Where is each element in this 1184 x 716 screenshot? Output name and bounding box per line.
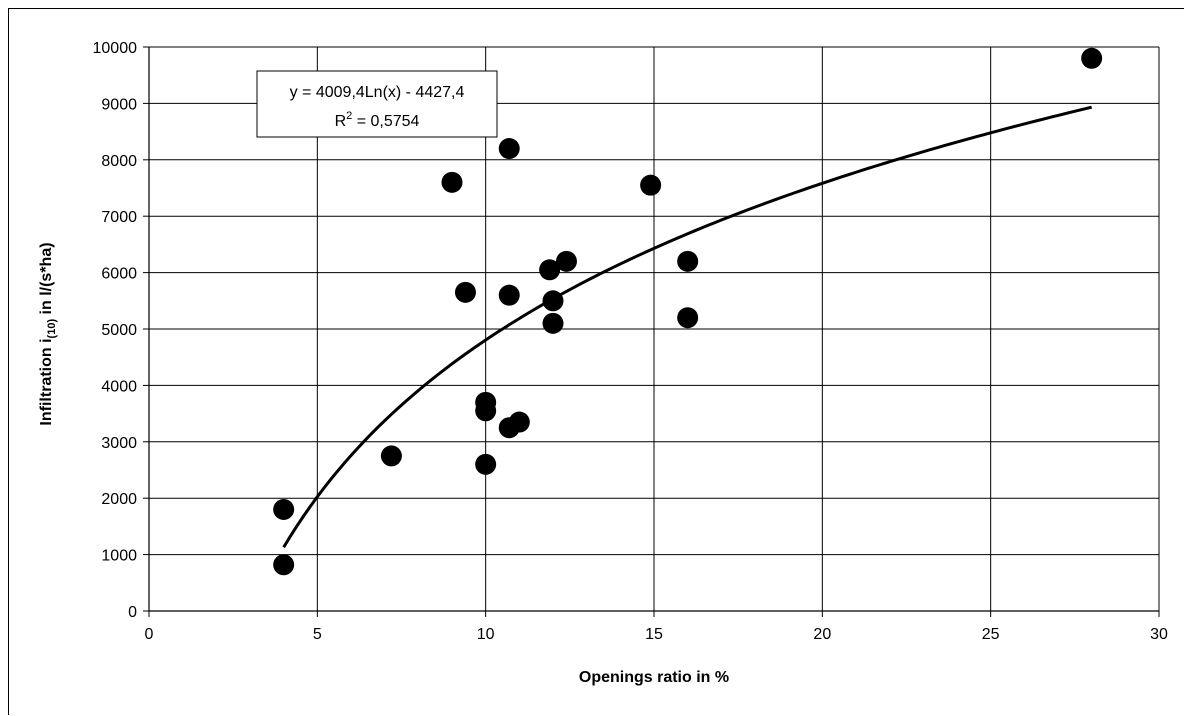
- data-point: [454, 281, 476, 303]
- data-point: [677, 250, 699, 272]
- y-axis-title-suffix: in l/(s*ha): [38, 242, 55, 318]
- data-point: [542, 312, 564, 334]
- data-point: [542, 290, 564, 312]
- r-squared-symbol: R: [335, 113, 347, 130]
- y-tick-label: 9000: [101, 96, 137, 113]
- x-tick-label: 25: [982, 626, 1000, 643]
- data-point: [539, 259, 561, 281]
- data-point: [380, 445, 402, 467]
- equation-box-border: [256, 70, 498, 138]
- y-tick-label: 8000: [101, 153, 137, 170]
- y-tick-label: 7000: [101, 209, 137, 226]
- scatter-chart: 0100020003000400050006000700080009000100…: [38, 40, 1169, 686]
- data-points: [273, 47, 1103, 576]
- x-axis-title: Openings ratio in %: [579, 669, 729, 686]
- data-point: [475, 400, 497, 422]
- x-tick-label: 15: [645, 626, 663, 643]
- data-point: [273, 554, 295, 576]
- trendline-equation: y = 4009,4Ln(x) - 4427,4: [290, 84, 465, 101]
- data-point: [555, 250, 577, 272]
- data-point: [1081, 47, 1103, 69]
- y-axis-title-prefix: Infiltration i: [38, 338, 55, 425]
- y-axis-title-subscript: (10): [46, 319, 58, 339]
- data-point: [677, 307, 699, 329]
- trendline-group: [282, 105, 1093, 549]
- x-tick-label: 0: [145, 626, 154, 643]
- y-tick-label: 0: [128, 604, 137, 621]
- y-tick-label: 5000: [101, 322, 137, 339]
- x-tick-label: 20: [813, 626, 831, 643]
- data-point: [273, 498, 295, 520]
- trendline: [282, 105, 1093, 549]
- r-squared-exponent: 2: [346, 110, 352, 122]
- y-tick-label: 2000: [101, 491, 137, 508]
- y-tick-label: 3000: [101, 435, 137, 452]
- y-tick-label: 6000: [101, 266, 137, 283]
- data-point: [640, 174, 662, 196]
- data-point: [508, 411, 530, 433]
- y-tick-label: 4000: [101, 378, 137, 395]
- data-point: [475, 453, 497, 475]
- x-tick-label: 10: [477, 626, 495, 643]
- y-axis-title: Infiltration i(10) in l/(s*ha): [38, 242, 58, 425]
- r-squared-label: R2 = 0,5754: [335, 110, 420, 130]
- y-tick-label: 10000: [93, 40, 138, 57]
- tick-labels: 0100020003000400050006000700080009000100…: [93, 40, 1169, 643]
- x-tick-label: 30: [1150, 626, 1168, 643]
- trendline-equation-box: y = 4009,4Ln(x) - 4427,4 R2 = 0,5754: [256, 70, 498, 138]
- data-point: [441, 171, 463, 193]
- data-point: [498, 138, 520, 160]
- y-tick-label: 1000: [101, 548, 137, 565]
- x-tick-label: 5: [313, 626, 322, 643]
- data-point: [498, 284, 520, 306]
- axes: [143, 46, 1160, 617]
- r-squared-value: = 0,5754: [352, 113, 419, 130]
- chart-frame: 0 1000 2000 3000 4000 5000 6000 7000 8000 9000 100…: [8, 8, 1184, 715]
- grid: [149, 46, 1160, 611]
